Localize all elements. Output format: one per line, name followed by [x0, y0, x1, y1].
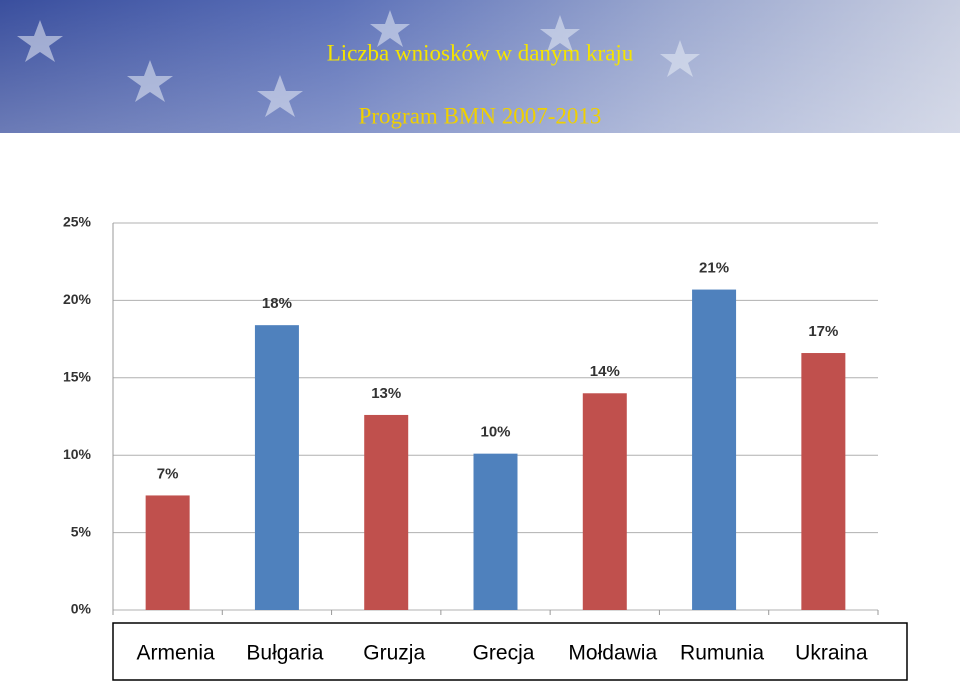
y-tick-label: 10% — [63, 446, 92, 462]
y-tick-label: 0% — [71, 601, 92, 617]
bar — [801, 353, 846, 610]
chart-title: Liczba wniosków w danym kraju — [327, 40, 634, 65]
bar — [145, 495, 190, 610]
bar — [473, 453, 518, 610]
value-label: 13% — [371, 385, 401, 402]
stars — [17, 10, 700, 117]
bar — [582, 393, 627, 610]
y-tick-label: 25% — [63, 214, 92, 230]
x-tick-label: Armenia — [137, 642, 216, 665]
x-tick-label: Gruzja — [363, 642, 425, 665]
x-tick-label: Grecja — [473, 642, 535, 665]
value-label: 17% — [808, 323, 838, 340]
x-tick-label: Bułgaria — [246, 642, 323, 665]
x-tick-label: Rumunia — [680, 642, 764, 665]
y-tick-label: 15% — [63, 369, 92, 385]
value-label: 18% — [262, 295, 292, 312]
bar — [254, 325, 299, 610]
value-label: 14% — [590, 363, 620, 380]
banner-shade — [0, 0, 960, 133]
bar — [364, 414, 409, 610]
y-tick-label: 5% — [71, 523, 92, 539]
y-tick-label: 20% — [63, 291, 92, 307]
chart-subtitle: Program BMN 2007-2013 — [359, 103, 602, 128]
x-tick-label: Mołdawia — [568, 642, 657, 665]
bar — [692, 289, 737, 610]
category-box — [112, 622, 908, 681]
x-tick-label: Ukraina — [795, 642, 868, 665]
value-label: 7% — [157, 465, 179, 482]
value-label: 21% — [699, 260, 729, 277]
value-label: 10% — [480, 424, 510, 441]
